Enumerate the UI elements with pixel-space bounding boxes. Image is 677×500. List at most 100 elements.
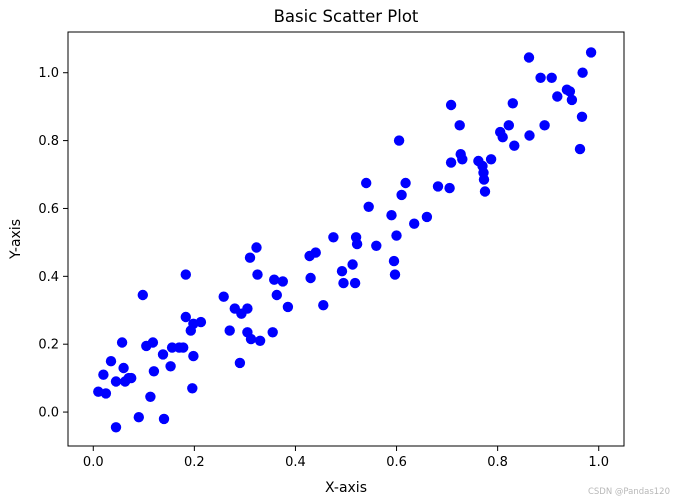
data-point (432, 181, 444, 192)
data-point (478, 174, 490, 185)
data-point (178, 342, 189, 353)
data-point (110, 376, 122, 387)
data-point (254, 335, 266, 346)
data-point (148, 366, 160, 377)
data-point (454, 120, 465, 131)
data-point (145, 391, 156, 402)
data-point (363, 201, 374, 212)
data-point (252, 269, 263, 280)
y-axis-label: Y-axis (8, 219, 24, 260)
data-point (391, 230, 402, 241)
data-point (282, 301, 294, 313)
data-point (388, 255, 400, 267)
data-point (479, 186, 491, 197)
data-point (242, 303, 253, 314)
data-point (361, 177, 372, 189)
data-point (269, 274, 280, 285)
watermark: CSDN @Pandas120 (588, 487, 670, 497)
data-point (577, 67, 588, 78)
data-point (100, 388, 112, 399)
data-point (574, 143, 586, 155)
data-point (165, 361, 176, 372)
data-point (396, 189, 407, 201)
x-tick-label: 0.4 (285, 455, 306, 470)
data-point (338, 277, 349, 289)
data-point (110, 422, 122, 433)
data-point (318, 300, 329, 311)
data-point (224, 325, 235, 336)
data-point (371, 240, 382, 251)
data-point (133, 412, 144, 423)
x-tick-label: 0.2 (184, 455, 205, 470)
data-point (98, 369, 109, 380)
data-point (552, 91, 563, 102)
data-point (539, 120, 550, 131)
y-tick-label: 0.8 (38, 134, 59, 149)
data-point (566, 94, 578, 106)
x-tick-label: 1.0 (588, 455, 609, 470)
data-point (267, 327, 278, 338)
data-point (421, 211, 433, 223)
data-point (400, 177, 411, 189)
data-point (524, 130, 535, 141)
x-tick-label: 0.8 (487, 455, 508, 470)
data-point (509, 140, 520, 151)
data-point (105, 356, 117, 367)
plot-frame (67, 31, 625, 447)
y-tick-label: 0.6 (38, 202, 59, 217)
data-point (386, 210, 397, 221)
chart-title: Basic Scatter Plot (274, 7, 419, 26)
data-point (234, 357, 246, 369)
data-point (158, 413, 170, 425)
data-point (576, 111, 588, 123)
data-point (445, 157, 457, 168)
data-point (457, 154, 468, 165)
data-point (310, 247, 321, 258)
data-point (507, 98, 518, 109)
x-axis: 0.0 0.2 0.4 0.6 0.8 1.0 (83, 446, 609, 470)
data-point (328, 232, 339, 243)
data-point (485, 154, 497, 165)
data-point (444, 182, 455, 194)
data-point (523, 52, 535, 63)
data-point (218, 291, 229, 302)
y-axis: 0.0 0.2 0.4 0.6 0.8 1.0 (38, 66, 68, 421)
data-point (147, 337, 159, 348)
y-tick-label: 0.0 (38, 406, 59, 421)
data-point (497, 132, 508, 143)
data-point (503, 120, 514, 131)
data-point (393, 135, 405, 146)
data-point (347, 259, 358, 270)
y-tick-label: 0.2 (38, 338, 59, 353)
data-point (277, 276, 288, 287)
data-point (137, 289, 148, 301)
data-point (445, 99, 457, 111)
data-point (535, 72, 546, 84)
data-point (251, 242, 262, 253)
data-point (118, 362, 129, 374)
data-point (349, 277, 361, 289)
data-point (244, 252, 256, 263)
y-tick-label: 1.0 (38, 66, 59, 81)
data-point (245, 333, 257, 345)
data-point (389, 269, 401, 280)
data-point (564, 86, 576, 97)
data-point (188, 350, 199, 362)
points-layer (93, 47, 597, 433)
data-point (180, 269, 191, 280)
x-tick-label: 0.6 (386, 455, 407, 470)
x-tick-label: 0.0 (83, 455, 104, 470)
x-axis-label: X-axis (325, 480, 367, 496)
data-point (195, 316, 207, 328)
data-point (305, 272, 316, 284)
data-point (351, 238, 363, 250)
data-point (180, 311, 191, 323)
y-tick-label: 0.4 (38, 270, 59, 285)
data-point (271, 289, 282, 301)
data-point (126, 372, 137, 384)
data-point (116, 337, 128, 348)
data-point (157, 349, 169, 360)
data-point (336, 266, 348, 277)
